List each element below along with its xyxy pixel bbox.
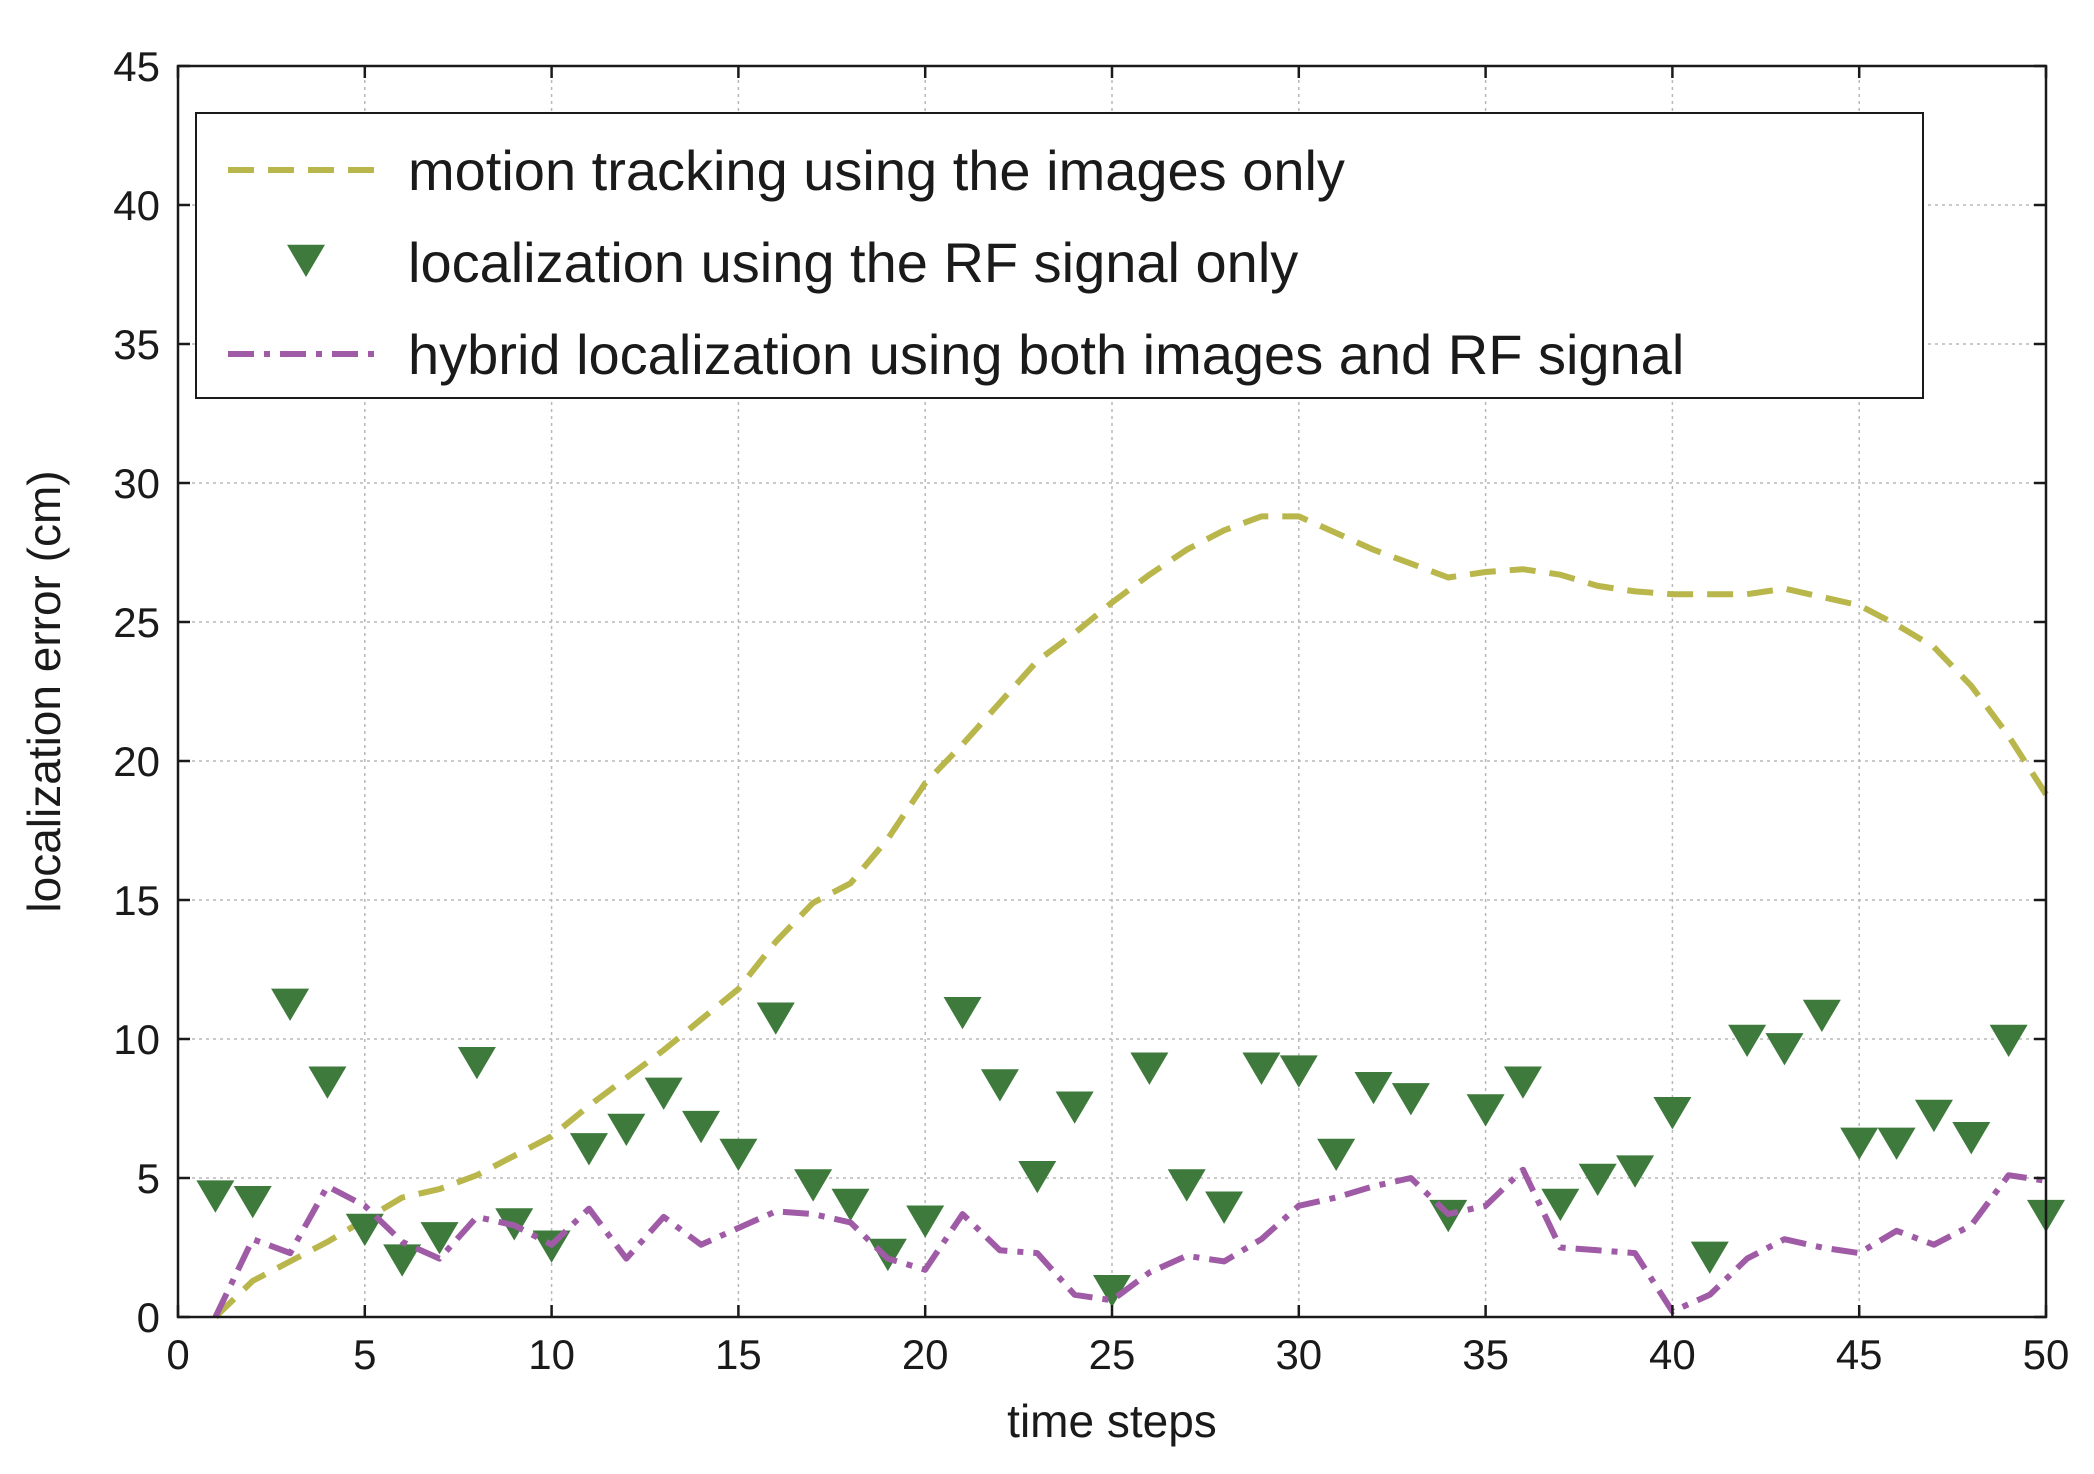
x-tick-label: 15 [715, 1331, 762, 1378]
rf-signal-marker [1877, 1127, 1916, 1160]
rf-signal-marker [1466, 1094, 1505, 1127]
rf-signal-marker [1279, 1055, 1318, 1088]
x-tick-label: 50 [2023, 1331, 2070, 1378]
y-tick-label: 5 [137, 1155, 160, 1202]
ticks [176, 64, 2048, 1319]
y-tick-label: 0 [137, 1294, 160, 1341]
y-tick-label: 45 [113, 43, 160, 90]
rf-signal-marker [607, 1113, 646, 1147]
y-tick-label: 30 [113, 460, 160, 507]
rf-signal-marker [1914, 1099, 1953, 1133]
rf-signal-marker [943, 996, 982, 1030]
motion-tracking-line [213, 513, 2049, 1320]
rf-signal-marker [1802, 999, 1841, 1033]
rf-signal-marker [1205, 1191, 1244, 1224]
rf-signal-marker [644, 1077, 683, 1110]
grid [178, 66, 2046, 1317]
y-tick-label: 15 [113, 877, 160, 924]
rf-signal-marker [1616, 1155, 1655, 1188]
rf-signal-marker [756, 1002, 795, 1035]
y-tick-label: 10 [113, 1016, 160, 1063]
rf-signal-marker [1018, 1160, 1057, 1194]
rf-signal-marker [1055, 1091, 1094, 1124]
rf-signal-marker [831, 1188, 870, 1222]
rf-signal-marker [308, 1066, 347, 1099]
x-axis-label: time steps [1007, 1395, 1217, 1447]
rf-signal-marker [1690, 1241, 1729, 1274]
legend-label-motion-tracking: motion tracking using the images only [408, 139, 1345, 202]
legend: motion tracking using the images only lo… [195, 112, 1924, 399]
rf-signal-marker [1653, 1097, 1692, 1130]
x-tick-label: 10 [528, 1331, 575, 1378]
rf-signal-marker [271, 988, 310, 1021]
rf-signal-marker [569, 1133, 608, 1166]
rf-signal-marker [1242, 1052, 1281, 1085]
x-tick-label: 35 [1462, 1331, 1509, 1378]
rf-signal-marker [345, 1213, 384, 1247]
x-tick-label: 30 [1275, 1331, 1322, 1378]
rf-signal-marker [1167, 1169, 1206, 1202]
legend-label-hybrid: hybrid localization using both images an… [408, 323, 1684, 386]
rf-signal-marker [1989, 1024, 2028, 1058]
y-axis-label: localization error (cm) [18, 470, 70, 912]
legend-label-rf-signal: localization using the RF signal only [408, 231, 1298, 294]
rf-signal-marker [1503, 1066, 1542, 1099]
y-tick-label: 40 [113, 182, 160, 229]
y-tick-label: 20 [113, 738, 160, 785]
rf-signal-marker [1952, 1122, 1991, 1155]
rf-signal-marker [1093, 1274, 1131, 1308]
rf-signal-marker [1317, 1138, 1356, 1172]
y-tick-label: 25 [113, 599, 160, 646]
rf-signal-marker [1541, 1188, 1580, 1222]
rf-signal-marker [719, 1138, 758, 1172]
rf-signal-marker [794, 1169, 833, 1202]
x-tick-label: 5 [353, 1331, 376, 1378]
rf-signal-marker [1840, 1127, 1879, 1160]
rf-signal-marker [233, 1185, 272, 1219]
rf-signal-marker [1728, 1024, 1767, 1058]
x-tick-label: 40 [1649, 1331, 1696, 1378]
rf-signal-marker [980, 1069, 1019, 1102]
hybrid-localization-line [212, 1166, 2047, 1319]
rf-signal-marker [457, 1046, 496, 1080]
plot-area [196, 513, 2065, 1320]
rf-signal-marker [383, 1244, 422, 1277]
x-tick-label: 20 [902, 1331, 949, 1378]
rf-signal-marker [906, 1205, 945, 1238]
x-tick-label: 45 [1836, 1331, 1883, 1378]
tick-labels: 0 5 10 15 20 25 30 35 40 45 50 0 5 10 15 20 25 30 35 40 45 [113, 43, 2069, 1378]
y-tick-label: 35 [113, 321, 160, 368]
rf-signal-marker [1391, 1083, 1430, 1116]
rf-signal-marker [1578, 1163, 1617, 1197]
x-tick-label: 25 [1089, 1331, 1136, 1378]
rf-signal-marker [1354, 1072, 1393, 1105]
x-tick-label: 0 [166, 1331, 189, 1378]
rf-signal-marker [682, 1110, 721, 1144]
rf-signal-marker [1130, 1052, 1169, 1085]
legend-swatch-rf-signal [287, 244, 325, 278]
rf-signal-marker [420, 1222, 459, 1255]
legend-box [195, 112, 1924, 399]
rf-signal-marker [1765, 1033, 1804, 1066]
rf-signal-marker [196, 1180, 235, 1213]
